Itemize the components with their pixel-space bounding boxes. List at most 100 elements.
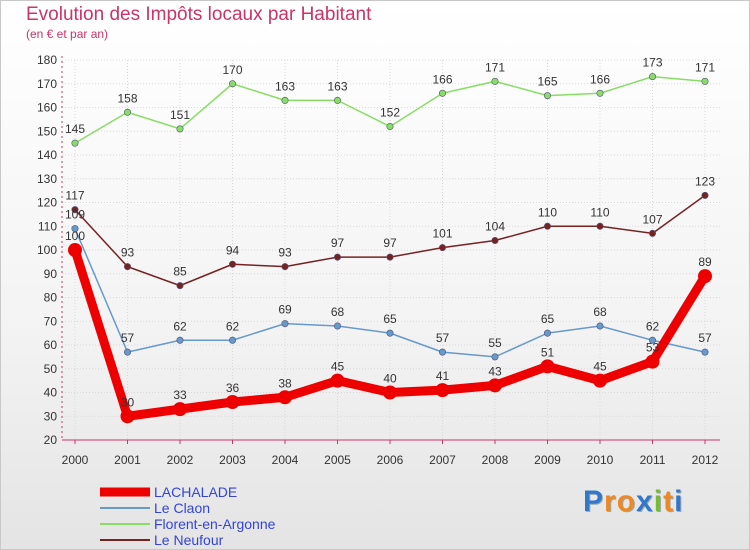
data-point bbox=[491, 77, 499, 85]
series-le-claon: 109 57 62 62 69 68 65 57 55 65 68 62 57 bbox=[65, 208, 712, 361]
x-tick-label: 2010 bbox=[587, 453, 614, 467]
data-point bbox=[543, 329, 551, 337]
data-point bbox=[540, 359, 555, 374]
data-label: 158 bbox=[117, 91, 137, 105]
data-label: 100 bbox=[65, 229, 85, 243]
data-point bbox=[698, 269, 712, 284]
y-tick-label: 160 bbox=[37, 101, 57, 115]
y-tick-label: 30 bbox=[44, 409, 58, 423]
data-point bbox=[648, 229, 656, 237]
data-label: 68 bbox=[331, 305, 345, 319]
data-label: 93 bbox=[121, 246, 135, 260]
data-point bbox=[225, 395, 240, 409]
data-point bbox=[68, 243, 82, 257]
data-point bbox=[173, 402, 187, 417]
legend-label: LACHALADE bbox=[154, 484, 238, 500]
proxiti-logo: Proxiti bbox=[583, 485, 683, 519]
data-label: 68 bbox=[593, 305, 607, 319]
data-label: 30 bbox=[121, 395, 135, 409]
legend-item-le-neufour: Le Neufour bbox=[100, 532, 275, 548]
legend-item-florent-en-argonne: Florent-en-Argonne bbox=[100, 516, 275, 532]
data-point bbox=[176, 282, 184, 290]
data-label: 62 bbox=[646, 319, 660, 333]
y-tick-label: 40 bbox=[44, 386, 58, 400]
data-label: 57 bbox=[698, 331, 712, 345]
data-point bbox=[71, 206, 79, 214]
data-label: 94 bbox=[226, 243, 240, 257]
data-label: 89 bbox=[698, 255, 712, 269]
data-label: 166 bbox=[590, 72, 610, 86]
logo-letter: r bbox=[604, 485, 617, 518]
data-label: 151 bbox=[170, 108, 190, 122]
series-florent-en-argonne: 145 158 151 170 163 163 152 166 171 165 166 173 171 bbox=[65, 56, 715, 147]
y-tick-label: 150 bbox=[37, 124, 57, 138]
data-point bbox=[176, 336, 184, 344]
data-point bbox=[491, 237, 499, 245]
data-label: 163 bbox=[327, 79, 347, 93]
data-point bbox=[124, 108, 132, 116]
x-tick-label: 2002 bbox=[167, 453, 194, 467]
data-point bbox=[229, 260, 237, 268]
legend-label: Florent-en-Argonne bbox=[154, 516, 276, 532]
data-point bbox=[278, 390, 292, 405]
logo-letter: i bbox=[674, 485, 684, 518]
data-label: 38 bbox=[278, 376, 292, 390]
data-point bbox=[383, 385, 397, 400]
data-point bbox=[438, 348, 446, 356]
data-label: 104 bbox=[485, 220, 505, 234]
data-label: 107 bbox=[642, 212, 662, 226]
legend-item-lachalade: LACHALADE bbox=[100, 484, 275, 500]
data-label: 110 bbox=[590, 205, 609, 219]
data-label: 85 bbox=[173, 265, 187, 279]
legend-label: Le Neufour bbox=[154, 532, 224, 548]
data-point bbox=[386, 123, 394, 131]
logo-letter: t bbox=[663, 485, 675, 518]
data-label: 33 bbox=[173, 388, 187, 402]
data-point bbox=[333, 253, 341, 261]
x-tick-label: 2004 bbox=[272, 453, 299, 467]
x-tick-label: 2005 bbox=[324, 453, 351, 467]
data-point bbox=[124, 263, 132, 271]
data-point bbox=[645, 354, 660, 369]
data-point bbox=[488, 378, 502, 393]
y-tick-label: 130 bbox=[37, 172, 57, 186]
data-label: 57 bbox=[121, 331, 135, 345]
data-point bbox=[229, 80, 237, 88]
data-label: 165 bbox=[537, 75, 557, 89]
logo-letter: o bbox=[616, 485, 637, 518]
data-label: 109 bbox=[65, 208, 85, 222]
data-point bbox=[596, 89, 604, 97]
data-point bbox=[176, 125, 184, 133]
x-tick-label: 2000 bbox=[62, 453, 89, 467]
data-point bbox=[333, 322, 341, 330]
data-point bbox=[701, 77, 709, 85]
data-point bbox=[281, 320, 289, 328]
series-lachalade: 100 30 33 36 38 45 40 41 43 51 45 53 89 bbox=[65, 229, 712, 424]
data-point bbox=[648, 336, 656, 344]
data-point bbox=[281, 263, 289, 271]
legend-label: Le Claon bbox=[154, 500, 211, 516]
y-tick-label: 60 bbox=[44, 338, 58, 352]
data-label: 36 bbox=[226, 381, 240, 395]
y-tick-label: 180 bbox=[37, 53, 57, 67]
data-point bbox=[333, 96, 341, 104]
data-point bbox=[543, 222, 551, 230]
series-le-neufour: 117 93 85 94 93 97 97 101 104 110 110 107 123 bbox=[65, 174, 715, 290]
y-tick-label: 50 bbox=[44, 362, 58, 376]
y-tick-label: 20 bbox=[44, 433, 58, 447]
x-tick-label: 2007 bbox=[429, 453, 456, 467]
legend-item-le-claon: Le Claon bbox=[100, 500, 275, 516]
data-point bbox=[593, 373, 607, 388]
legend: LACHALADE Le Claon Florent-en-Argonne Le… bbox=[100, 484, 275, 548]
logo-letter: x bbox=[636, 485, 654, 518]
x-tick-label: 2001 bbox=[114, 453, 141, 467]
data-point bbox=[71, 139, 79, 147]
y-tick-label: 120 bbox=[37, 196, 57, 210]
data-label: 62 bbox=[226, 319, 240, 333]
data-label: 171 bbox=[485, 60, 505, 74]
y-tick-label: 70 bbox=[44, 314, 58, 328]
data-label: 170 bbox=[222, 63, 242, 77]
data-label: 57 bbox=[436, 331, 450, 345]
data-point bbox=[701, 348, 709, 356]
